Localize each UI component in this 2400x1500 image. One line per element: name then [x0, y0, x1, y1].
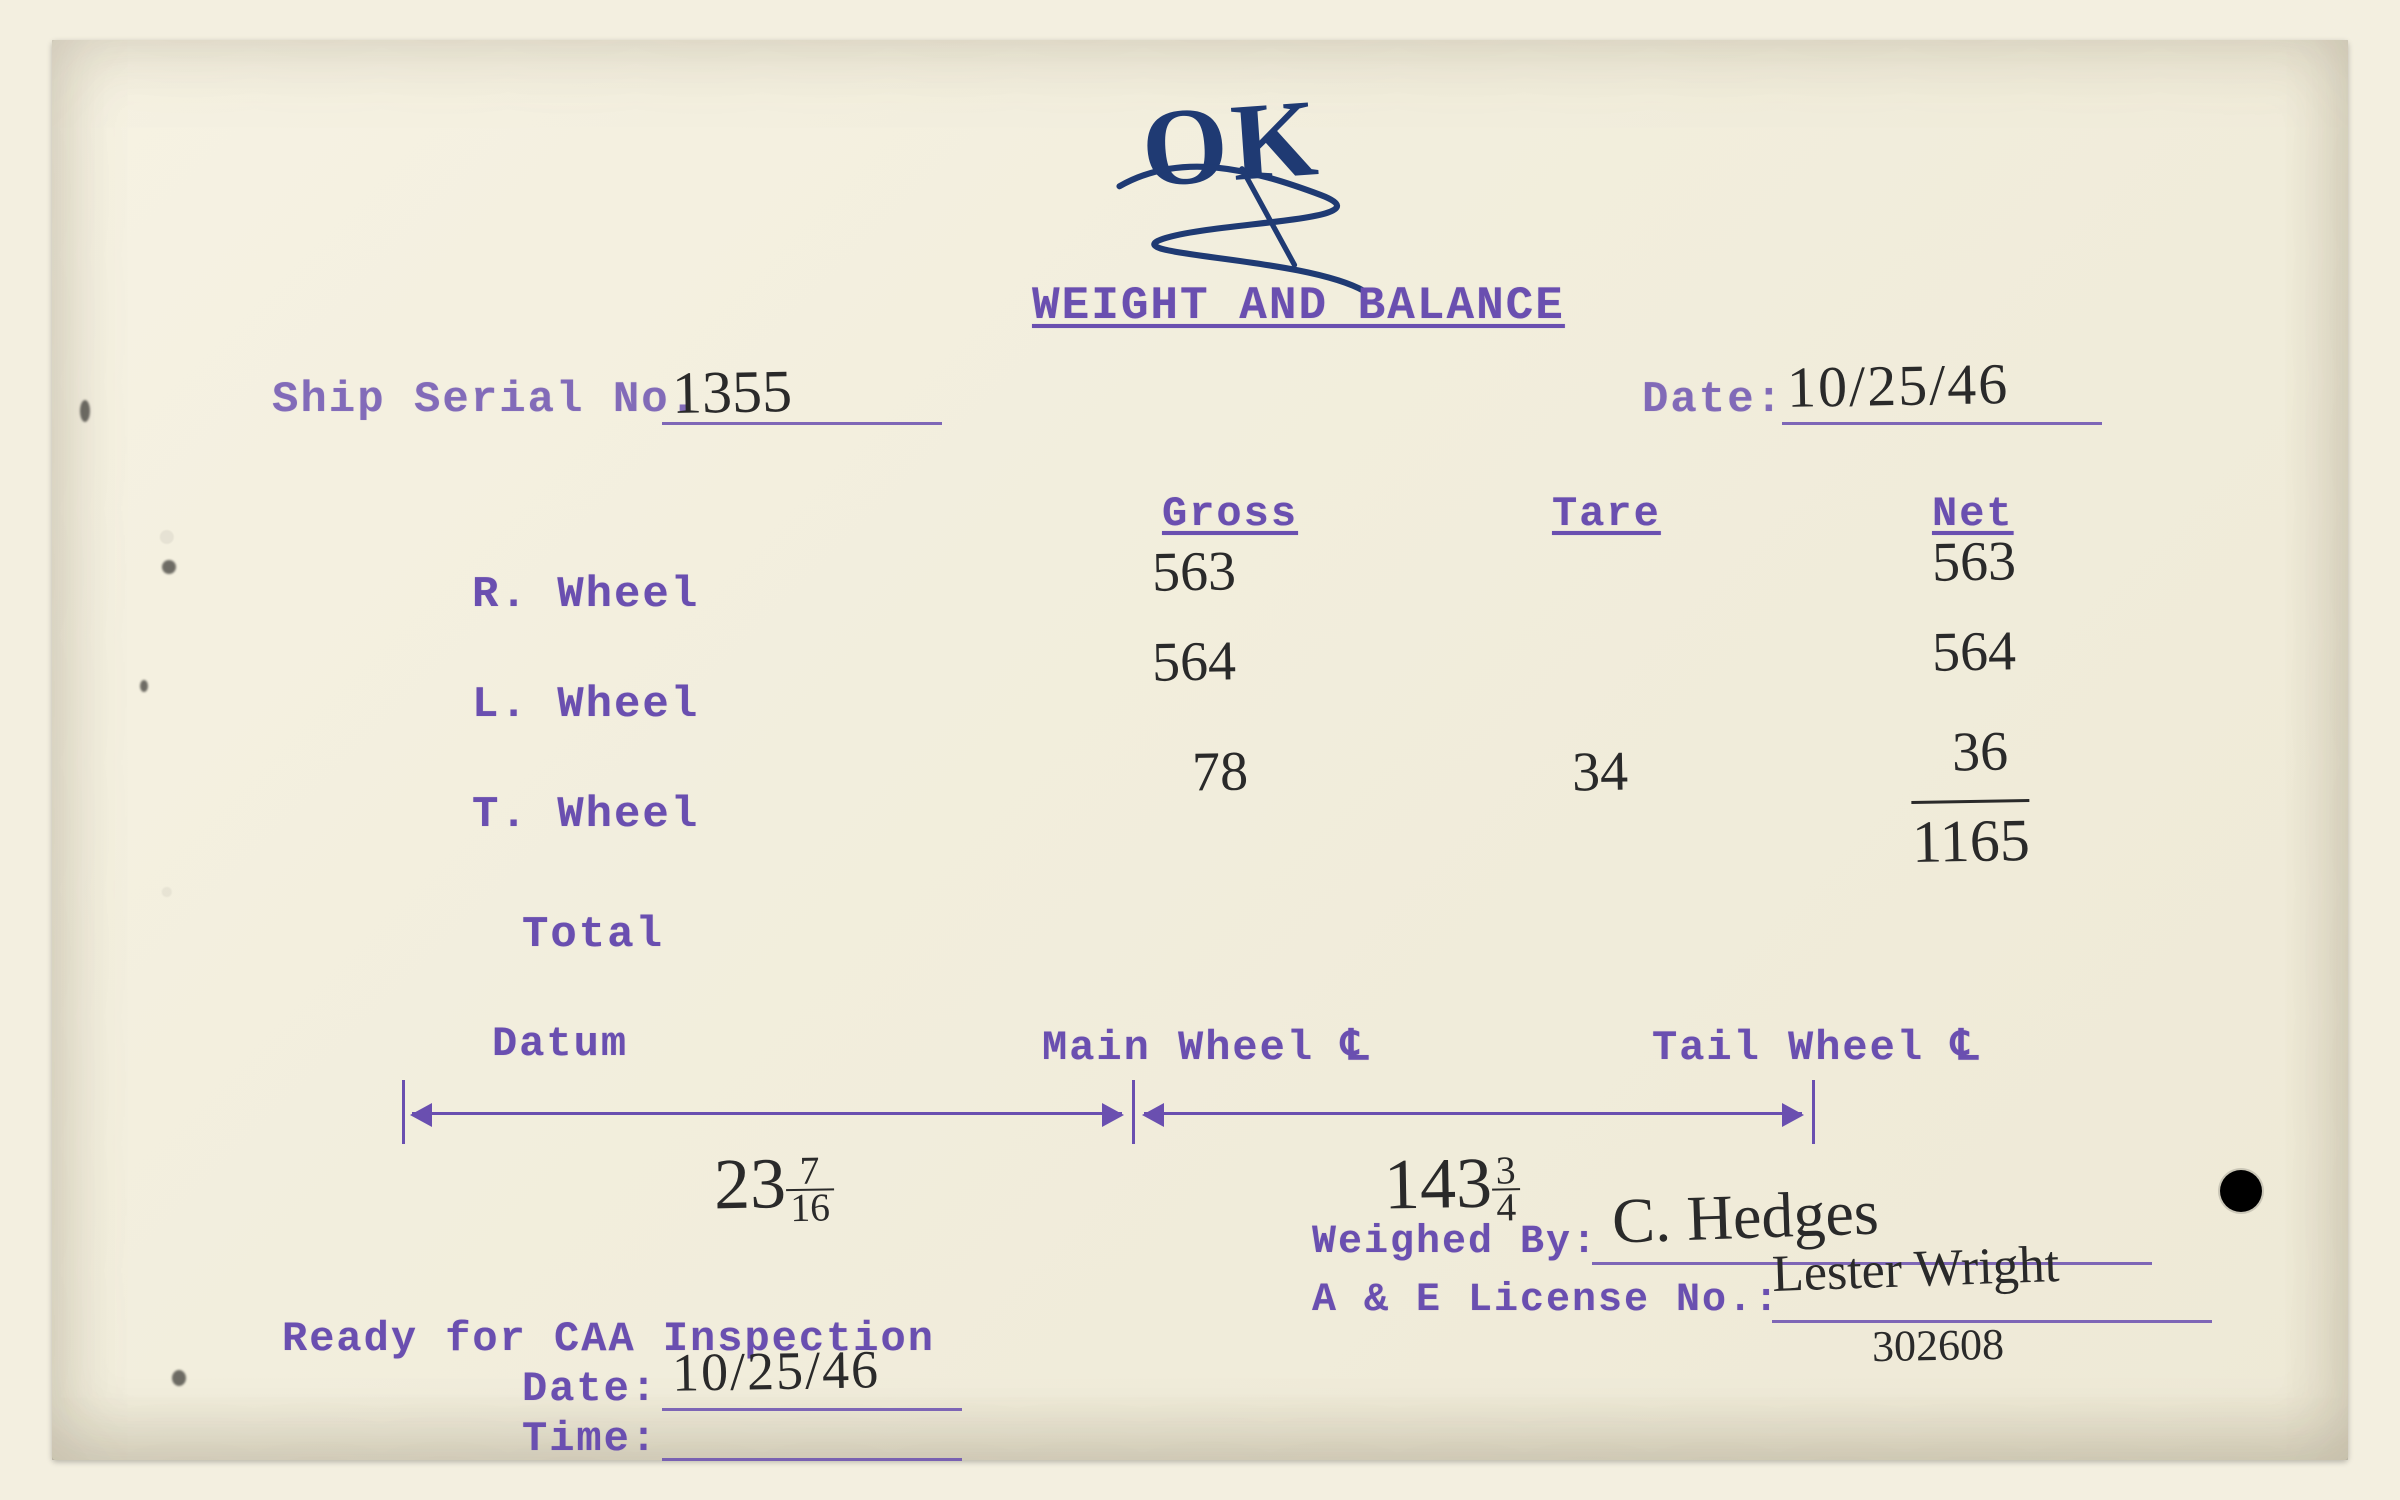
r-wheel-net: 563: [1931, 529, 2016, 594]
datum-label: Datum: [492, 1020, 628, 1068]
ink-smudge: [80, 400, 90, 422]
l-wheel-net: 564: [1931, 619, 2016, 684]
inspection-time-label: Time:: [522, 1415, 658, 1463]
license-number: 302608: [1872, 1319, 2005, 1372]
form-card: OK WEIGHT AND BALANCE Ship Serial No. 13…: [52, 40, 2348, 1460]
inspection-date-label: Date:: [522, 1365, 658, 1413]
ship-serial-label: Ship Serial No.: [272, 375, 698, 425]
row-r-wheel-label: R. Wheel: [472, 570, 699, 620]
inspection-date-underline: [662, 1408, 962, 1411]
main-to-tail-value: 14334: [1310, 1058, 1522, 1313]
col-gross: Gross: [1162, 490, 1298, 538]
r-wheel-gross: 563: [1151, 539, 1236, 604]
date-value: 10/25/46: [1786, 350, 2009, 421]
form-title: WEIGHT AND BALANCE: [1032, 280, 1565, 332]
tail-wheel-tick: [1812, 1080, 1815, 1144]
date-underline: [1782, 422, 2102, 425]
license-signature: Lester Wright: [1771, 1235, 2060, 1304]
l-wheel-gross: 564: [1151, 629, 1236, 694]
datum-to-main-value: 23716: [640, 1058, 836, 1312]
row-t-wheel-label: T. Wheel: [472, 790, 699, 840]
inspection-time-underline: [662, 1458, 962, 1461]
ink-smudge: [162, 560, 176, 574]
total-net: 1165: [1911, 799, 2030, 877]
weighed-by-label: Weighed By:: [1312, 1220, 1598, 1265]
main-wheel-tick: [1132, 1080, 1135, 1144]
ink-smudge: [172, 1370, 186, 1386]
punch-hole: [2220, 1170, 2262, 1212]
row-l-wheel-label: L. Wheel: [472, 680, 699, 730]
date-label: Date:: [1642, 375, 1784, 425]
datum-tick: [402, 1080, 405, 1144]
t-wheel-net: 36: [1951, 720, 2008, 785]
row-total-label: Total: [522, 910, 664, 960]
tail-wheel-label: Tail Wheel ℄: [1652, 1020, 1980, 1072]
license-label: A & E License No.:: [1312, 1278, 1780, 1323]
ink-smudge: [140, 680, 148, 692]
t-wheel-tare: 34: [1571, 740, 1628, 805]
t-wheel-gross: 78: [1191, 740, 1248, 805]
ship-serial-value: 1355: [671, 357, 792, 428]
ok-squiggle: [1092, 160, 1392, 300]
col-tare: Tare: [1552, 490, 1661, 538]
inspection-date-value: 10/25/46: [671, 1338, 880, 1404]
